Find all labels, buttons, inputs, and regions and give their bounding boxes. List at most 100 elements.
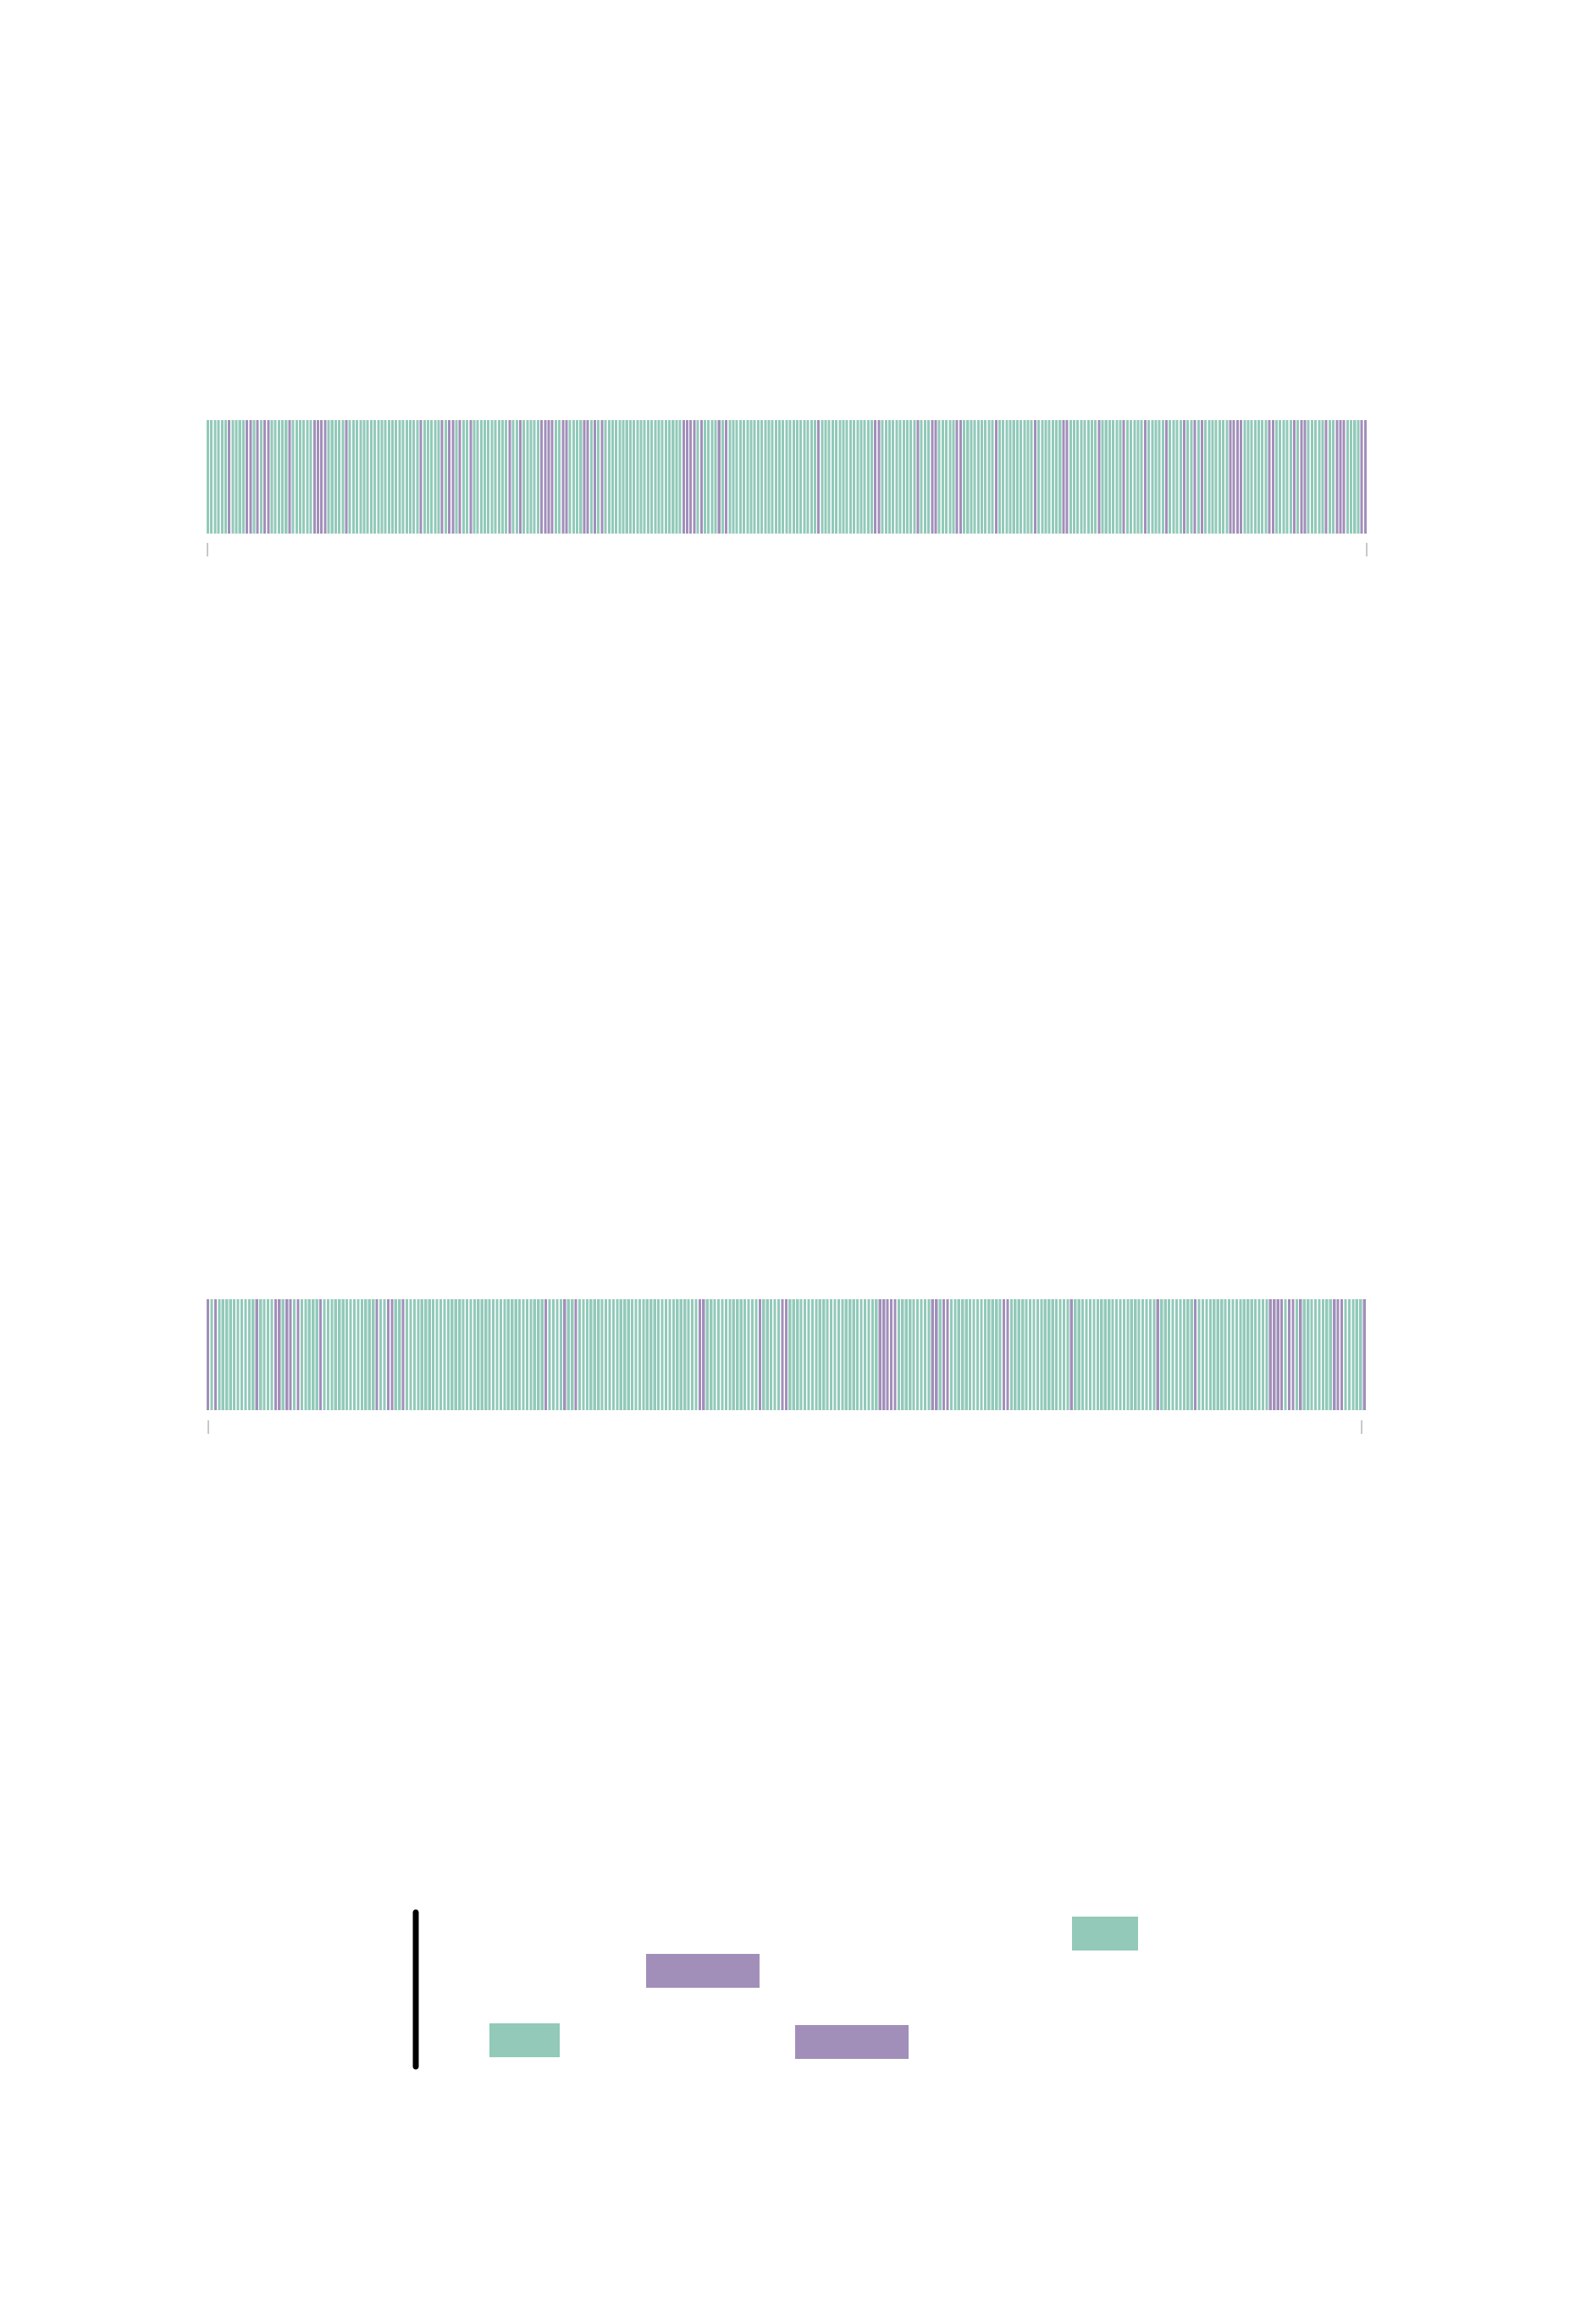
strip-1-bar <box>1051 420 1054 534</box>
strip-2-bar <box>326 1299 330 1410</box>
strip-1-bar <box>508 420 511 534</box>
strip-1-bar <box>743 420 746 534</box>
strip-2-bar <box>390 1299 394 1410</box>
strip-2-bar <box>649 1299 653 1410</box>
strip-2-bar <box>882 1299 886 1410</box>
strip-1-bar <box>586 420 589 534</box>
strip-2-bar <box>901 1299 904 1410</box>
strip-2-bar <box>1318 1299 1321 1410</box>
strip-2-bar <box>372 1299 375 1410</box>
strip-1-bar <box>877 420 881 534</box>
strip-1-bar <box>600 420 604 534</box>
strip-1-bar <box>813 420 816 534</box>
strip-1-bar <box>1353 420 1357 534</box>
strip-2-bar <box>259 1299 262 1410</box>
strip-1-bar <box>533 420 536 534</box>
strip-1-bar <box>1196 420 1200 534</box>
strip-1-bar <box>643 420 646 534</box>
strip-1-bar <box>714 420 717 534</box>
strip-2-bar <box>792 1299 795 1410</box>
strip-2-bar <box>1246 1299 1250 1410</box>
strip-2-bar <box>762 1299 765 1410</box>
strip-1-bar <box>1235 420 1239 534</box>
strip-2-bar <box>815 1299 818 1410</box>
strip-2-bar <box>345 1299 349 1410</box>
strip-1-bar <box>1243 420 1246 534</box>
strip-2-bar <box>690 1299 694 1410</box>
strip-2-bar <box>867 1299 870 1410</box>
strip-2-bar <box>732 1299 735 1410</box>
strip-2-bar <box>975 1299 980 1410</box>
strip-1-bar <box>703 420 706 534</box>
strip-2-bar <box>597 1299 600 1410</box>
strip-1-bar <box>544 420 547 534</box>
strip-2-bar <box>398 1299 401 1410</box>
strip-1-bar <box>291 420 295 534</box>
strip-1-bar <box>611 420 614 534</box>
strip-2-bar <box>1163 1299 1167 1410</box>
strip-1-bar <box>866 420 870 534</box>
strip-1-bar <box>1165 420 1169 534</box>
strip-2-bar <box>236 1299 240 1410</box>
strip-2-bar <box>1014 1299 1017 1410</box>
strip-1-bar <box>479 420 483 534</box>
strip-1-bar <box>484 420 487 534</box>
strip-2-bar <box>1171 1299 1174 1410</box>
strip-1-bar <box>430 420 434 534</box>
strip-1-bar <box>356 420 359 534</box>
strip-1-bar <box>774 420 777 534</box>
strip-2-bar <box>472 1299 476 1410</box>
strip-1-bar <box>476 420 479 534</box>
strip-1-bar <box>1020 420 1023 534</box>
strip-1-bar <box>696 420 699 534</box>
strip-2-bar <box>240 1299 244 1410</box>
strip-1-bar <box>281 420 285 534</box>
strip-1-bar <box>529 420 533 534</box>
strip-2-bar <box>1299 1299 1302 1410</box>
strip-2-bar <box>548 1299 551 1410</box>
strip-1-bar <box>405 420 408 534</box>
strip-1-bar <box>1300 420 1303 534</box>
strip-2-bar <box>826 1299 829 1410</box>
strip-1-bar <box>646 420 649 534</box>
strip-2-bar <box>983 1299 986 1410</box>
strip-1-bar <box>991 420 994 534</box>
strip-1-bar <box>1328 420 1331 534</box>
strip-1-bar <box>547 420 550 534</box>
strip-1-bar <box>1225 420 1229 534</box>
strip-1-bar <box>1268 420 1271 534</box>
strip-2-bar <box>589 1299 593 1410</box>
strip-1-bar <box>725 420 728 534</box>
strip-1-bar <box>597 420 600 534</box>
strip-2-bar <box>788 1299 792 1410</box>
strip-1-bar <box>1339 420 1342 534</box>
strip-1-bar <box>583 420 586 534</box>
strip-1-bar <box>320 420 323 534</box>
strip-2-bar <box>566 1299 570 1410</box>
strip-2-bar <box>1257 1299 1261 1410</box>
strip-1-bar <box>625 420 628 534</box>
strip-1-bar <box>959 420 962 534</box>
strip-2-bar <box>383 1299 386 1410</box>
strip-2-bar <box>920 1299 923 1410</box>
strip-1-bar <box>1240 420 1243 534</box>
strip-1-bar <box>458 420 461 534</box>
strip-2-bar <box>432 1299 435 1410</box>
strip-1-bar <box>412 420 416 534</box>
strip-2-bar <box>863 1299 867 1410</box>
strip-2-bar <box>1108 1299 1111 1410</box>
strip-1-bar <box>660 420 664 534</box>
strip-2-bar <box>559 1299 562 1410</box>
strip-2-bar <box>1362 1299 1366 1410</box>
strip-1-bar <box>821 420 824 534</box>
strip-2-bar <box>296 1299 300 1410</box>
strip-1-bar <box>618 420 622 534</box>
strip-1-bar <box>299 420 302 534</box>
strip-2-bar <box>935 1299 938 1410</box>
strip-1-bar <box>686 420 689 534</box>
strip-2-bar <box>525 1299 529 1410</box>
strip-1-bar <box>1133 420 1136 534</box>
strip-2-bar <box>912 1299 915 1410</box>
legend-swatch-3 <box>489 2023 560 2057</box>
strip-2-bar <box>679 1299 682 1410</box>
